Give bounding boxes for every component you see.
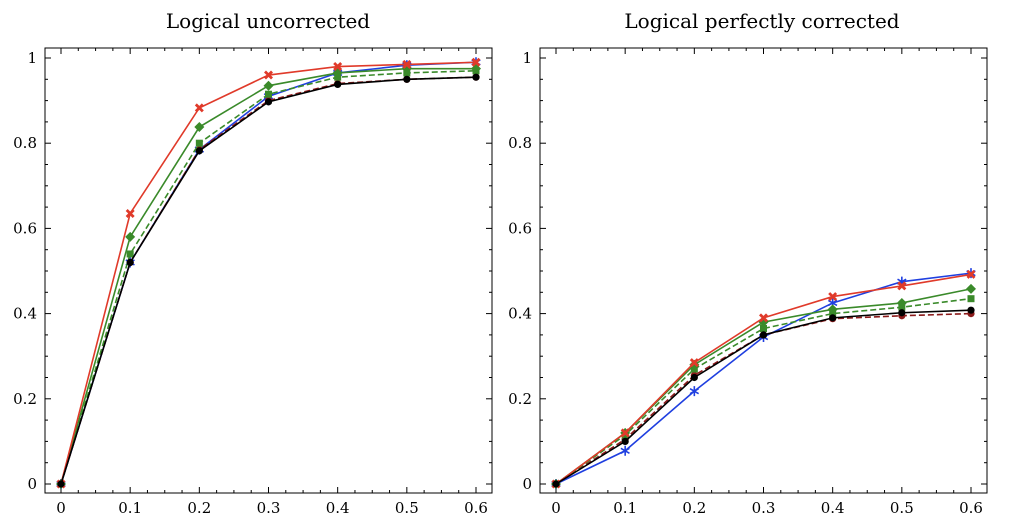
y-tick-label: 0.8 <box>13 134 37 152</box>
data-point <box>126 250 134 258</box>
x-tick-label: 0 <box>551 499 561 517</box>
series-line <box>60 69 477 485</box>
data-point <box>966 269 976 279</box>
chart-panel-perfectly-corrected: Logical perfectly corrected 0 0.1 0.2 0.3 0.… <box>508 9 988 517</box>
y-tick-label: 0.4 <box>13 305 37 323</box>
x-tick-label: 0.1 <box>118 499 142 517</box>
data-point <box>472 73 480 81</box>
y-tick-label: 1 <box>522 49 532 67</box>
data-point <box>966 283 976 294</box>
y-tick-label: 0.6 <box>13 219 37 237</box>
plot-frame <box>44 47 493 494</box>
series-line <box>60 76 477 485</box>
data-point <box>264 98 273 106</box>
data-point <box>402 59 412 69</box>
y-tick-label: 0.2 <box>508 390 532 408</box>
y-tick-label: 0.2 <box>13 390 37 408</box>
data-point <box>967 295 975 303</box>
chart-title: Logical perfectly corrected <box>624 9 899 33</box>
data-point <box>620 428 630 438</box>
data-point <box>759 313 768 323</box>
x-tick-label: 0.3 <box>257 499 281 517</box>
data-point <box>896 297 907 308</box>
data-point <box>828 292 838 302</box>
data-point <box>57 480 65 488</box>
data-point <box>264 70 273 80</box>
data-point <box>689 359 700 370</box>
data-point <box>759 331 768 339</box>
data-point <box>829 314 837 322</box>
chart-panel-uncorrected: Logical uncorrected 0 0.1 0.2 0.3 0.4 0.5 0.6 0… <box>13 9 493 517</box>
data-point <box>552 480 560 488</box>
data-point <box>621 437 629 445</box>
data-point <box>689 358 699 368</box>
x-tick-label: 0.1 <box>613 499 637 517</box>
plot-frame <box>539 47 988 494</box>
y-tick-label: 1 <box>27 49 37 67</box>
data-point <box>620 445 630 456</box>
y-tick-label: 0.4 <box>508 305 532 323</box>
series-line <box>555 272 972 485</box>
data-point <box>690 373 698 382</box>
x-tick-label: 0.3 <box>752 499 776 517</box>
y-tick-label: 0.8 <box>508 134 532 152</box>
data-point <box>897 281 907 291</box>
data-point <box>265 90 272 98</box>
data-point <box>403 75 411 83</box>
data-point <box>194 122 205 133</box>
data-point <box>471 57 481 67</box>
series-line <box>60 61 477 485</box>
x-tick-label: 0.4 <box>821 499 845 517</box>
x-tick-label: 0.5 <box>890 499 914 517</box>
x-tick-label: 0.2 <box>682 499 706 517</box>
x-tick-label: 0.6 <box>959 499 983 517</box>
series-line <box>60 61 477 485</box>
series-line <box>60 76 477 485</box>
data-point <box>125 209 135 218</box>
data-point <box>263 80 274 91</box>
data-point <box>967 306 975 314</box>
x-tick-label: 0.4 <box>326 499 350 517</box>
data-point <box>194 103 204 113</box>
y-tick-label: 0.6 <box>508 219 532 237</box>
y-tick-label: 0 <box>522 475 532 493</box>
x-tick-label: 0.2 <box>187 499 211 517</box>
x-tick-label: 0.6 <box>464 499 488 517</box>
data-point <box>827 304 838 315</box>
data-point <box>195 139 203 147</box>
data-point <box>333 62 343 72</box>
data-point <box>334 80 342 89</box>
data-point <box>898 309 906 317</box>
data-point <box>689 386 700 397</box>
x-tick-label: 0 <box>56 499 66 517</box>
data-point <box>125 231 136 242</box>
x-tick-label: 0.5 <box>395 499 419 517</box>
data-point <box>195 147 203 155</box>
data-point <box>126 258 134 267</box>
data-point <box>760 325 767 333</box>
chart-title: Logical uncorrected <box>166 9 370 33</box>
y-tick-label: 0 <box>27 475 37 493</box>
